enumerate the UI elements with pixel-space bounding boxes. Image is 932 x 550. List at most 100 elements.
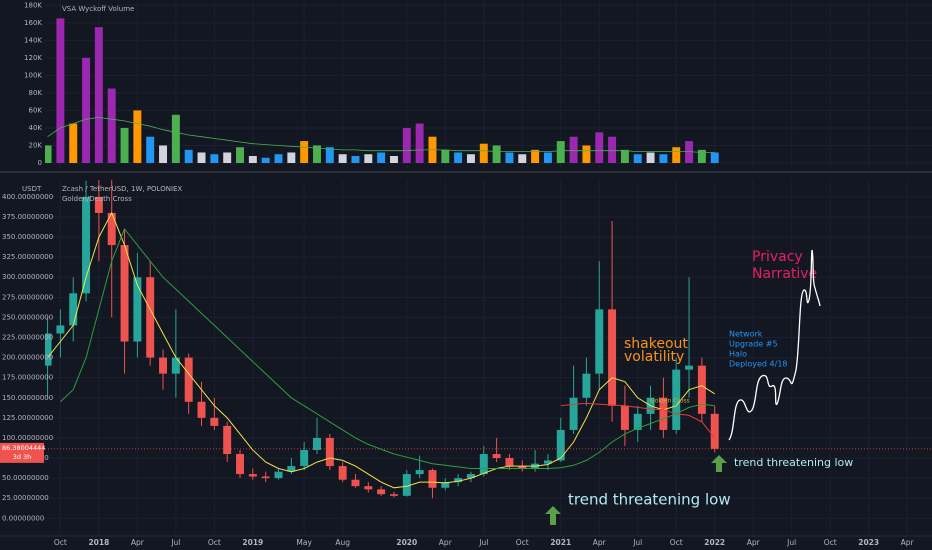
last-price-box bbox=[0, 442, 44, 463]
y-tick-label: 80K bbox=[29, 89, 43, 97]
volume-bar bbox=[236, 147, 244, 163]
volume-bar bbox=[300, 141, 309, 163]
volume-bar bbox=[646, 152, 655, 163]
candle-body bbox=[120, 245, 129, 342]
volume-bar bbox=[402, 127, 411, 163]
volume-pane bbox=[45, 18, 719, 163]
candle-body bbox=[159, 357, 168, 374]
annotation: trend threatening low bbox=[568, 491, 731, 509]
volume-bar bbox=[492, 145, 501, 163]
volume-bar bbox=[518, 154, 527, 163]
x-tick-label: Jul bbox=[478, 538, 488, 547]
x-tick-label: 2020 bbox=[396, 538, 417, 547]
candle-body bbox=[69, 293, 78, 326]
x-tick-label: 2018 bbox=[88, 538, 109, 547]
volume-bar bbox=[107, 88, 116, 163]
annotation: Privacy bbox=[752, 249, 803, 265]
candle-body bbox=[223, 425, 232, 455]
candle-body bbox=[441, 482, 450, 488]
candle-body bbox=[454, 478, 463, 483]
candle-body bbox=[377, 489, 386, 495]
last-price-label: 86.38004444 bbox=[2, 444, 45, 452]
y-tick-label: 125.00000000 bbox=[2, 414, 53, 422]
volume-bar bbox=[82, 57, 91, 163]
volume-bar bbox=[56, 18, 65, 163]
y-tick-label: 160K bbox=[24, 19, 42, 27]
volume-bar bbox=[377, 152, 386, 163]
volume-bar bbox=[94, 27, 103, 163]
indicator-label: Golden/Death Cross bbox=[62, 195, 132, 203]
volume-bar bbox=[338, 154, 347, 163]
volume-bar bbox=[569, 136, 578, 163]
candle-body bbox=[505, 458, 514, 467]
volume-bar bbox=[287, 152, 296, 163]
candle-body bbox=[300, 450, 309, 467]
volume-bar bbox=[531, 149, 540, 163]
candle-body bbox=[313, 437, 321, 450]
x-tick-label: Jul bbox=[170, 538, 180, 547]
y-tick-label: 180K bbox=[24, 1, 42, 9]
x-tick-label: Apr bbox=[901, 538, 915, 547]
candle-body bbox=[620, 405, 629, 430]
volume-bar bbox=[620, 149, 629, 163]
volume-bar bbox=[556, 141, 565, 163]
annotation: Network bbox=[729, 330, 763, 339]
volume-bar bbox=[210, 154, 219, 163]
candle-body bbox=[325, 437, 334, 467]
moving-average-line bbox=[60, 228, 715, 469]
candle-body bbox=[261, 476, 270, 479]
candle-body bbox=[569, 397, 578, 430]
x-tick-label: Oct bbox=[516, 538, 529, 547]
candle-body bbox=[197, 401, 206, 418]
volume-bar bbox=[454, 152, 463, 163]
y-tick-label: 350.00000000 bbox=[2, 233, 53, 241]
volume-bar bbox=[351, 155, 360, 163]
volume-average-line bbox=[47, 116, 715, 153]
projection-drawing bbox=[728, 249, 821, 441]
candle-body bbox=[492, 454, 501, 459]
volume-bar bbox=[159, 145, 168, 163]
candle-body bbox=[56, 325, 65, 334]
candle-body bbox=[236, 454, 244, 475]
y-tick-label: 175.00000000 bbox=[2, 374, 53, 382]
candle-body bbox=[415, 470, 424, 475]
candle-body bbox=[595, 309, 604, 374]
annotation: shakeout bbox=[624, 336, 688, 352]
candle-body bbox=[210, 417, 219, 426]
arrow bbox=[711, 455, 727, 472]
x-tick-label: May bbox=[296, 538, 312, 547]
volume-bar bbox=[710, 152, 719, 163]
y-tick-label: 100.00000000 bbox=[2, 434, 53, 442]
x-tick-label: Apr bbox=[593, 538, 607, 547]
y-unit: USDT bbox=[22, 185, 42, 193]
volume-bar bbox=[120, 127, 129, 163]
candle-body bbox=[608, 309, 617, 406]
volume-bar bbox=[415, 123, 424, 163]
x-tick-label: Oct bbox=[208, 538, 221, 547]
volume-title: VSA Wyckoff Volume bbox=[62, 5, 134, 13]
candle-body bbox=[364, 486, 373, 490]
y-tick-label: 300.00000000 bbox=[2, 273, 53, 281]
annotation: Deployed 4/18 bbox=[729, 360, 788, 369]
candle-body bbox=[672, 369, 681, 430]
price-pane bbox=[45, 180, 719, 499]
volume-bar bbox=[608, 136, 617, 163]
y-tick-label: 400.00000000 bbox=[2, 193, 53, 201]
volume-bar bbox=[595, 132, 604, 163]
x-tick-label: Oct bbox=[824, 538, 837, 547]
y-tick-label: 275.00000000 bbox=[2, 293, 53, 301]
volume-bar bbox=[543, 152, 552, 163]
countdown-label: 3d 3h bbox=[13, 453, 32, 461]
y-tick-label: 100K bbox=[24, 71, 42, 79]
volume-bar bbox=[505, 152, 514, 163]
y-tick-label: 120K bbox=[24, 54, 42, 62]
candle-body bbox=[633, 413, 642, 430]
candle-body bbox=[479, 454, 488, 475]
volume-bar bbox=[659, 154, 668, 163]
x-tick-label: Oct bbox=[670, 538, 683, 547]
annotation: trend threatening low bbox=[734, 456, 853, 469]
candle-body bbox=[338, 466, 347, 480]
